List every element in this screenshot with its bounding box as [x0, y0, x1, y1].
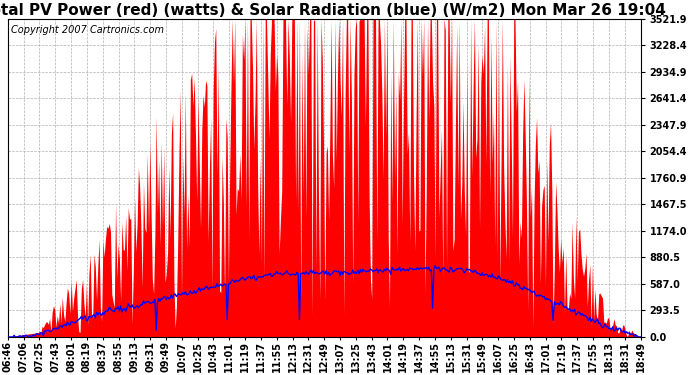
Title: Total PV Power (red) (watts) & Solar Radiation (blue) (W/m2) Mon Mar 26 19:04: Total PV Power (red) (watts) & Solar Rad…	[0, 3, 666, 18]
Text: Copyright 2007 Cartronics.com: Copyright 2007 Cartronics.com	[11, 25, 164, 35]
